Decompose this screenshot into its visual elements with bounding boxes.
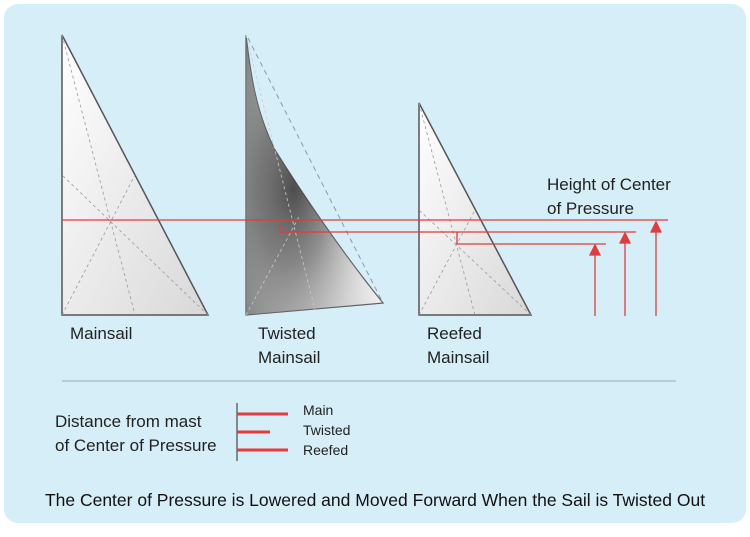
center-of-pressure-lines (62, 219, 668, 245)
distance-legend-title: Distance from mast of Center of Pressure (55, 412, 217, 455)
distance-legend-graphic (236, 403, 288, 461)
main-height-arrow (649, 220, 663, 233)
twisted-mainsail-shape (245, 34, 385, 316)
legend-item-main: Main (303, 402, 334, 418)
legend-item-twisted: Twisted (303, 422, 351, 438)
mainsail-shape (61, 34, 210, 316)
twisted-mainsail-label: Twisted Mainsail (258, 324, 321, 367)
height-arrows (588, 220, 663, 316)
mainsail-label: Mainsail (70, 324, 133, 343)
legend-item-reefed: Reefed (303, 442, 349, 458)
caption: The Center of Pressure is Lowered and Mo… (44, 490, 706, 510)
twisted-height-arrow (618, 231, 632, 244)
height-of-center-label: Height of Center of Pressure (547, 175, 671, 218)
reefed-mainsail-shape (418, 102, 533, 316)
reefed-height-arrow (588, 243, 602, 256)
reefed-mainsail-label: Reefed Mainsail (427, 324, 490, 367)
